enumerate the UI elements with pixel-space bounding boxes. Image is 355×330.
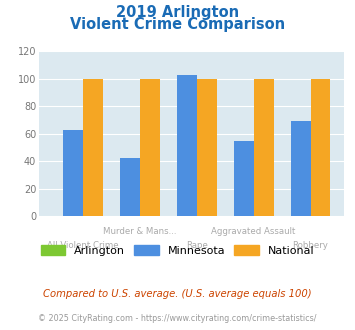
Text: All Violent Crime: All Violent Crime	[47, 241, 119, 250]
Bar	[197, 79, 217, 216]
Text: Aggravated Assault: Aggravated Assault	[212, 227, 296, 236]
Legend: Arlington, Minnesota, National: Arlington, Minnesota, National	[37, 241, 318, 260]
Bar	[234, 141, 253, 216]
Text: Rape: Rape	[186, 241, 208, 250]
Text: Violent Crime Comparison: Violent Crime Comparison	[70, 16, 285, 31]
Text: Compared to U.S. average. (U.S. average equals 100): Compared to U.S. average. (U.S. average …	[43, 289, 312, 299]
Text: 2019 Arlington: 2019 Arlington	[116, 5, 239, 20]
Bar	[311, 79, 331, 216]
Bar	[253, 79, 274, 216]
Bar	[291, 121, 311, 216]
Bar	[177, 75, 197, 216]
Bar	[83, 79, 103, 216]
Text: Murder & Mans...: Murder & Mans...	[103, 227, 176, 236]
Text: Robbery: Robbery	[293, 241, 328, 250]
Text: © 2025 CityRating.com - https://www.cityrating.com/crime-statistics/: © 2025 CityRating.com - https://www.city…	[38, 314, 317, 323]
Bar	[140, 79, 160, 216]
Bar	[120, 158, 140, 216]
Bar	[63, 130, 83, 216]
